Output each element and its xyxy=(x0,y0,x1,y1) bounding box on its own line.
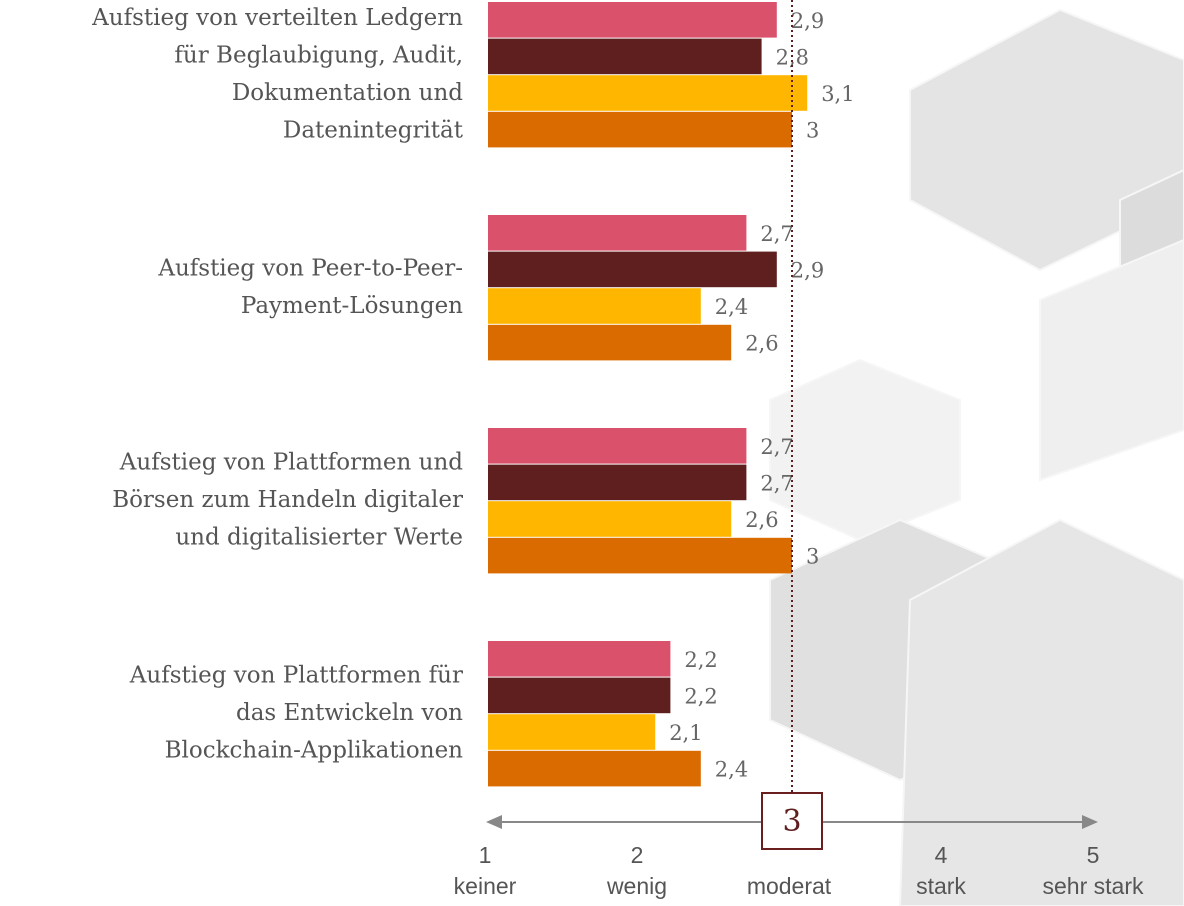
background-cubes xyxy=(769,8,1184,906)
category-label: Blockchain-Applikationen xyxy=(165,738,464,764)
x-tick-description: moderat xyxy=(747,873,832,899)
category-label: Aufstieg von Peer-to-Peer- xyxy=(157,255,463,281)
category-label: Dokumentation und xyxy=(232,80,463,106)
value-label: 2,9 xyxy=(791,258,824,282)
value-label: 2,2 xyxy=(684,648,717,672)
bar xyxy=(488,428,747,464)
value-label: 2,2 xyxy=(684,684,717,708)
bar xyxy=(488,750,701,787)
bar xyxy=(488,2,777,38)
value-label: 2,4 xyxy=(715,295,748,319)
value-label: 2,4 xyxy=(715,758,748,782)
bar xyxy=(488,38,762,75)
x-tick-label: 3 xyxy=(782,804,801,839)
x-tick-label: 1 xyxy=(479,842,492,868)
category-label: das Entwickeln von xyxy=(236,700,463,726)
value-label: 2,7 xyxy=(760,435,793,459)
tick-box xyxy=(761,792,823,850)
bar xyxy=(488,714,656,750)
x-tick-description: sehr stark xyxy=(1043,873,1144,899)
bar xyxy=(488,75,808,111)
bar xyxy=(488,324,732,361)
category-label: Aufstieg von verteilten Ledgern xyxy=(91,5,463,31)
bar xyxy=(488,215,747,251)
value-label: 3 xyxy=(806,545,819,569)
bar xyxy=(488,677,671,714)
bar xyxy=(488,641,671,677)
category-label: und digitalisierter Werte xyxy=(175,525,463,551)
value-label: 2,6 xyxy=(745,508,778,532)
value-label: 2,1 xyxy=(669,721,702,745)
category-label: Börsen zum Handeln digitaler xyxy=(112,487,463,513)
category-label: Payment-Lösungen xyxy=(241,293,463,319)
category-label: Datenintegrität xyxy=(283,117,464,143)
bar xyxy=(488,111,792,148)
x-tick-label: 2 xyxy=(631,842,644,868)
axis-arrow xyxy=(486,815,502,829)
bar xyxy=(488,464,747,501)
bar xyxy=(488,501,732,537)
x-tick-description: keiner xyxy=(454,873,517,899)
bar xyxy=(488,251,777,288)
value-label: 2,7 xyxy=(760,222,793,246)
value-label: 2,9 xyxy=(791,9,824,33)
bar xyxy=(488,288,701,324)
value-label: 2,7 xyxy=(760,471,793,495)
value-label: 3 xyxy=(806,119,819,143)
value-label: 3,1 xyxy=(821,82,854,106)
category-label: für Beglaubigung, Audit, xyxy=(174,42,463,68)
category-label: Aufstieg von Plattformen für xyxy=(129,663,463,689)
x-tick-description: stark xyxy=(916,873,966,899)
category-label: Aufstieg von Plattformen und xyxy=(119,450,464,476)
axis-arrow xyxy=(1082,815,1098,829)
bar xyxy=(488,537,792,574)
x-tick-label: 4 xyxy=(935,842,948,868)
value-label: 2,6 xyxy=(745,332,778,356)
x-tick-description: wenig xyxy=(606,873,667,899)
x-tick-label: 5 xyxy=(1087,842,1100,868)
